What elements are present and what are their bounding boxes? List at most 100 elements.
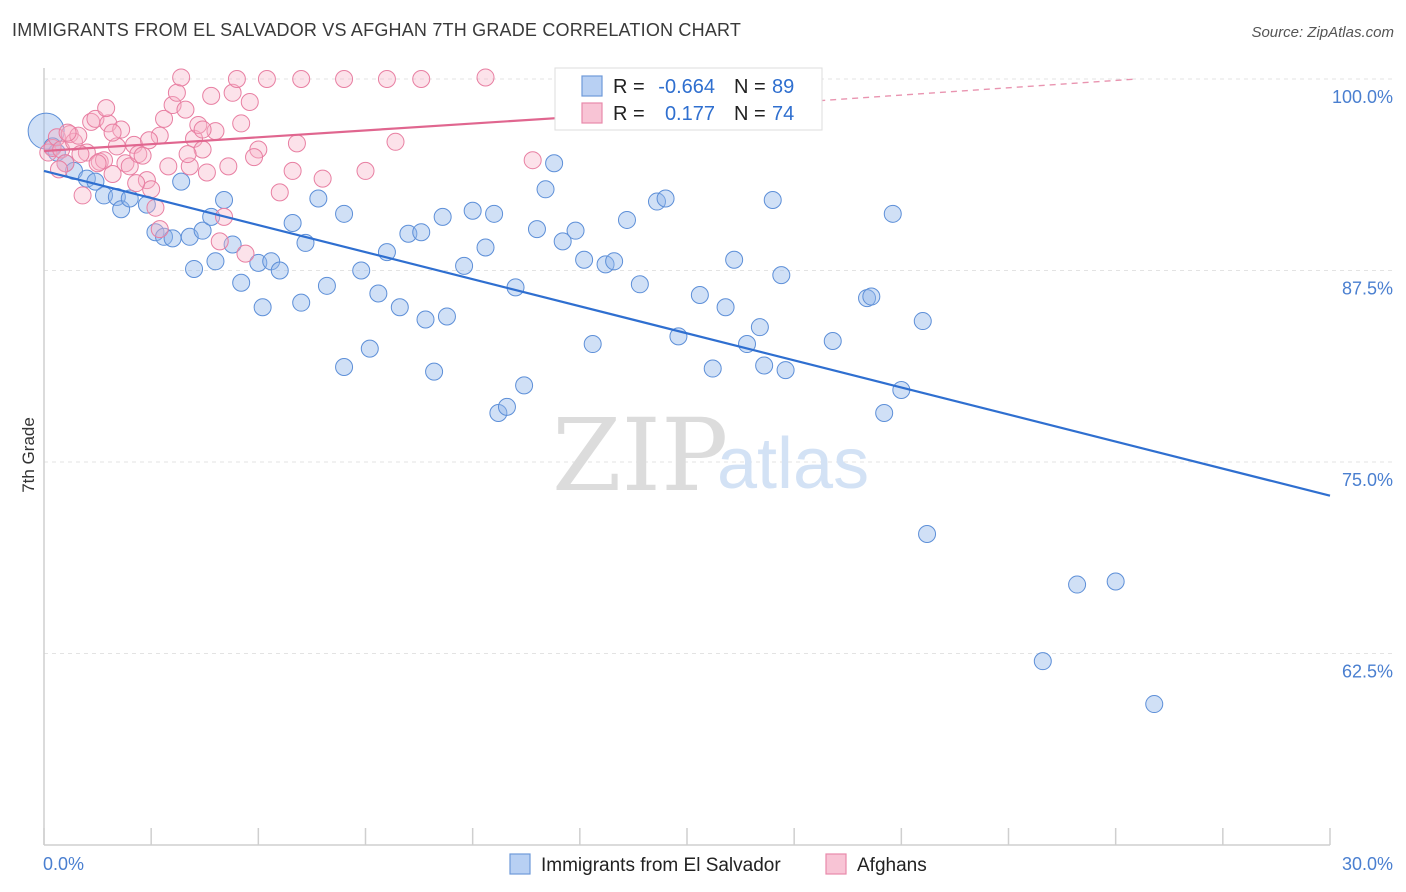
y-axis-label: 7th Grade [19, 417, 38, 493]
point-el-salvador [399, 224, 418, 243]
point-el-salvador [476, 238, 495, 257]
point-el-salvador [352, 261, 371, 280]
point-el-salvador [725, 250, 744, 269]
point-afghans [103, 123, 122, 142]
point-el-salvador [390, 298, 409, 317]
point-afghans [120, 157, 139, 176]
y-tick-label: 62.5% [1342, 662, 1393, 682]
watermark-zip: ZIP [552, 397, 728, 514]
legend-r-value-1: 0.177 [665, 103, 715, 125]
point-afghans [133, 146, 152, 165]
point-el-salvador [575, 250, 594, 269]
point-el-salvador [823, 331, 842, 350]
point-afghans [356, 161, 375, 180]
point-el-salvador [172, 172, 191, 191]
point-afghans [197, 163, 216, 182]
x-tick-label-min: 0.0% [43, 854, 84, 874]
point-el-salvador [497, 397, 516, 416]
point-afghans [127, 174, 146, 193]
point-el-salvador [309, 189, 328, 208]
point-afghans [219, 157, 238, 176]
point-el-salvador [605, 252, 624, 271]
point-el-salvador [583, 335, 602, 354]
point-el-salvador [883, 204, 902, 223]
point-el-salvador [1106, 572, 1125, 591]
y-tick-label: 75.0% [1342, 470, 1393, 490]
bottom-legend-swatch-afghans [825, 853, 847, 875]
point-el-salvador [335, 204, 354, 223]
chart-title: IMMIGRANTS FROM EL SALVADOR VS AFGHAN 7T… [12, 20, 742, 40]
point-el-salvador [1033, 652, 1052, 671]
point-el-salvador [617, 210, 636, 229]
point-el-salvador [506, 278, 525, 297]
point-el-salvador [862, 287, 881, 306]
legend-swatch-el-salvador [581, 75, 603, 97]
point-afghans [245, 148, 264, 167]
point-el-salvador [703, 359, 722, 378]
series-el-salvador [27, 85, 1164, 714]
point-el-salvador [185, 259, 204, 278]
point-el-salvador [463, 201, 482, 220]
point-afghans [292, 70, 311, 88]
point-el-salvador [360, 339, 379, 358]
legend-swatch-afghans [581, 102, 603, 124]
point-el-salvador [772, 266, 791, 285]
point-afghans [172, 68, 191, 87]
point-el-salvador [763, 191, 782, 210]
point-el-salvador [215, 191, 234, 210]
point-el-salvador [292, 293, 311, 312]
y-tick-labels: 100.0% 87.5% 75.0% 62.5% [1332, 87, 1393, 682]
point-afghans [287, 134, 306, 153]
bottom-legend-swatch-el-salvador [509, 853, 531, 875]
point-el-salvador [776, 361, 795, 380]
point-el-salvador [253, 298, 272, 317]
x-tick-label-max: 30.0% [1342, 854, 1393, 874]
point-el-salvador [527, 220, 546, 239]
point-afghans [240, 92, 259, 111]
legend-r-label-0: R = [613, 76, 645, 98]
legend-n-label-0: N = [734, 76, 766, 98]
point-el-salvador [913, 312, 932, 331]
y-tick-label: 100.0% [1332, 87, 1393, 107]
bottom-legend: Immigrants from El Salvador Afghans [509, 853, 927, 876]
point-afghans [412, 70, 431, 88]
legend-n-value-0: 89 [772, 76, 794, 98]
point-afghans [137, 171, 156, 190]
point-afghans [270, 183, 289, 202]
point-el-salvador [875, 403, 894, 422]
point-el-salvador [553, 232, 572, 251]
point-el-salvador [369, 284, 388, 303]
point-afghans [150, 220, 169, 239]
point-el-salvador [249, 253, 268, 272]
point-afghans [257, 70, 276, 88]
legend-n-label-1: N = [734, 103, 766, 125]
point-afghans [223, 83, 242, 102]
point-el-salvador [656, 189, 675, 208]
point-afghans [58, 123, 77, 142]
point-afghans [142, 180, 161, 199]
point-el-salvador [566, 221, 585, 240]
point-afghans [335, 70, 354, 88]
point-afghans [159, 157, 178, 176]
watermark-atlas: atlas [717, 424, 869, 504]
bottom-legend-label-el-salvador: Immigrants from El Salvador [541, 855, 781, 876]
point-afghans [103, 164, 122, 183]
watermark: ZIP atlas [552, 397, 869, 514]
point-afghans [210, 232, 229, 251]
point-el-salvador [750, 318, 769, 337]
point-el-salvador [412, 223, 431, 242]
point-el-salvador [206, 252, 225, 271]
legend-r-value-0: -0.664 [658, 76, 715, 98]
point-el-salvador [437, 307, 456, 326]
point-afghans [193, 140, 212, 159]
point-el-salvador [335, 358, 354, 377]
point-el-salvador [317, 276, 336, 295]
point-el-salvador [690, 286, 709, 305]
point-el-salvador [193, 221, 212, 240]
point-afghans [176, 100, 195, 119]
point-afghans [73, 186, 92, 205]
point-afghans [232, 114, 251, 133]
point-el-salvador [545, 154, 564, 173]
trend-line-el-salvador [43, 169, 1331, 497]
